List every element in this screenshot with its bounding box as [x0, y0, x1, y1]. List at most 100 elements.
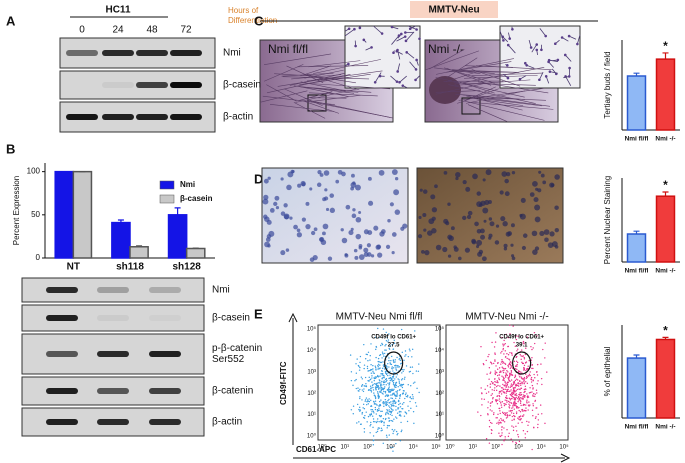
event: [506, 374, 509, 377]
event: [492, 382, 494, 384]
event: [501, 426, 503, 428]
event: [391, 366, 393, 368]
event: [510, 412, 513, 414]
event: [389, 379, 391, 382]
event: [499, 412, 501, 415]
event: [509, 324, 511, 326]
event: [386, 337, 388, 339]
event: [368, 389, 370, 391]
event: [384, 418, 387, 421]
nucleus: [280, 211, 286, 216]
event: [516, 350, 518, 352]
event: [480, 387, 482, 389]
event: [407, 355, 410, 358]
annotation: *: [663, 178, 668, 192]
event: [375, 348, 377, 351]
event: [494, 380, 496, 383]
event: [377, 428, 379, 430]
event: [376, 418, 379, 420]
nucleus: [296, 232, 302, 238]
event: [387, 382, 389, 384]
event: [370, 413, 372, 415]
legend-label: β-casein: [180, 194, 213, 203]
nucleus: [394, 177, 399, 181]
event: [393, 372, 395, 374]
nucleus: [274, 195, 280, 201]
event: [510, 371, 513, 373]
event: [499, 421, 501, 424]
event: [515, 384, 517, 386]
event: [514, 399, 516, 401]
event: [480, 346, 482, 348]
event: [505, 386, 507, 388]
event: [403, 378, 406, 380]
event: [401, 393, 404, 395]
nucleus: [329, 207, 335, 213]
event: [367, 370, 369, 372]
event: [523, 404, 526, 406]
event: [381, 429, 383, 431]
event: [408, 410, 410, 412]
event: [501, 360, 504, 363]
event: [507, 345, 510, 348]
event: [377, 427, 380, 429]
x-tick-label: Nmi -/-: [655, 268, 675, 275]
event: [389, 374, 391, 376]
event: [501, 419, 503, 421]
event: [511, 415, 514, 418]
band: [149, 388, 181, 394]
event: [370, 391, 373, 393]
event: [355, 372, 358, 374]
error-bar: [633, 72, 640, 76]
nucleus: [442, 246, 448, 253]
event: [387, 389, 389, 391]
nucleus: [435, 244, 442, 251]
event: [494, 372, 496, 374]
event: [391, 428, 394, 431]
event: [375, 413, 377, 415]
duct: [471, 72, 543, 76]
event: [487, 401, 489, 403]
x-tick-label: 10⁵: [431, 444, 441, 451]
event: [370, 387, 372, 389]
nucleus: [319, 173, 324, 177]
event: [531, 448, 533, 451]
nucleus: [532, 249, 538, 255]
y-axis-label: Percent Expression: [12, 176, 21, 245]
event: [379, 415, 381, 418]
event: [357, 387, 359, 389]
event: [388, 398, 390, 401]
event: [528, 373, 531, 375]
annotation: *: [663, 39, 668, 53]
event: [385, 373, 388, 376]
event: [530, 376, 533, 379]
bud: [380, 32, 384, 35]
event: [523, 377, 525, 380]
duct: [373, 25, 383, 34]
nucleus: [472, 173, 478, 180]
event: [404, 355, 406, 357]
header: MMTV-Neu: [428, 5, 479, 16]
event: [491, 341, 493, 344]
event: [521, 361, 523, 364]
event: [523, 368, 525, 371]
duct: [298, 91, 333, 101]
nucleus: [275, 206, 280, 210]
error-bar: [117, 219, 124, 223]
event: [499, 385, 501, 387]
event: [526, 430, 529, 433]
event: [359, 410, 361, 412]
band: [102, 82, 134, 88]
event: [363, 407, 366, 410]
bar: [185, 247, 206, 259]
duct: [308, 60, 361, 68]
event: [499, 435, 502, 438]
event: [492, 396, 494, 399]
event: [375, 431, 377, 434]
event: [527, 395, 529, 397]
band: [149, 287, 181, 293]
event: [502, 412, 505, 415]
event: [388, 417, 390, 419]
event: [506, 399, 508, 402]
nucleus: [453, 247, 459, 252]
